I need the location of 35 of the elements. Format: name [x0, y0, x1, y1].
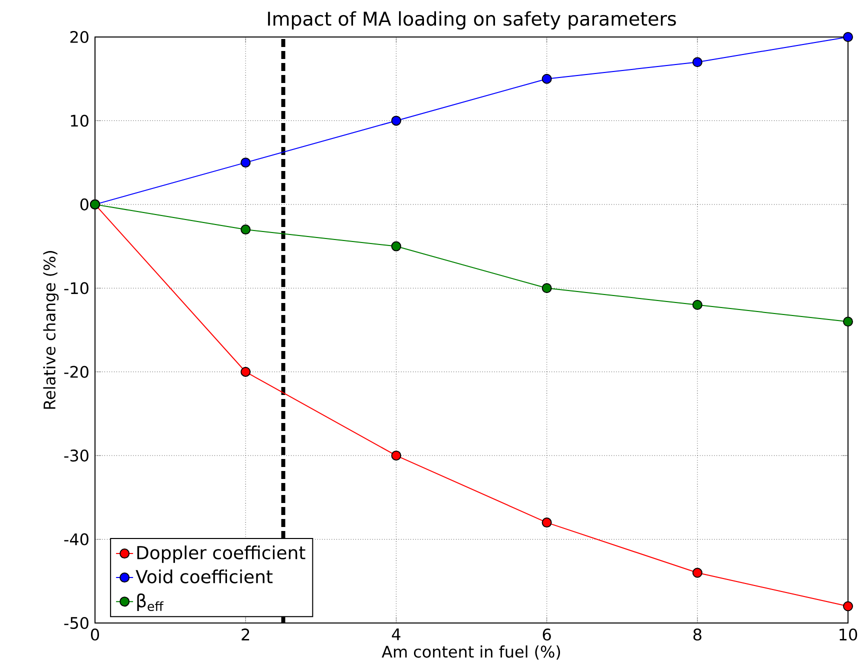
- y-tick-label: -10: [64, 282, 88, 294]
- point: [391, 450, 402, 461]
- point: [240, 158, 251, 168]
- legend-label: Doppler coefficient: [137, 546, 306, 563]
- y-tick-label: -30: [64, 450, 88, 462]
- x-tick-label: 2: [242, 628, 250, 640]
- y-tick-label: -20: [64, 366, 88, 378]
- point: [240, 366, 251, 377]
- point: [391, 116, 402, 126]
- point: [240, 224, 251, 235]
- point: [542, 74, 552, 84]
- point: [692, 568, 702, 578]
- y-tick-label: 20: [70, 30, 88, 44]
- point: [843, 601, 854, 612]
- point: [391, 241, 402, 252]
- x-tick-label: 4: [392, 628, 400, 640]
- y-tick-label: -40: [64, 533, 88, 546]
- x-tick-label: 10: [840, 628, 858, 641]
- point: [542, 283, 552, 294]
- y-tick-label: 0: [80, 198, 88, 210]
- legend-label: β$_{eff}$: [137, 594, 164, 612]
- x-axis-title: Am content in fuel (%): [382, 645, 560, 660]
- legend-label: Void coefficient: [136, 570, 273, 584]
- point: [692, 300, 702, 310]
- y-tick-label: -50: [64, 616, 88, 630]
- y-tick-label: 10: [70, 114, 88, 127]
- x-tick-label: 0: [90, 628, 100, 641]
- point: [542, 518, 552, 528]
- y-axis-title: Relative change (%): [43, 251, 59, 409]
- x-tick-label: 8: [693, 628, 702, 641]
- point: [843, 32, 854, 42]
- point: [843, 316, 854, 327]
- chart-title: Impact of MA loading on safety parameters: [268, 11, 676, 30]
- point: [692, 57, 702, 68]
- x-tick-label: 6: [542, 628, 551, 641]
